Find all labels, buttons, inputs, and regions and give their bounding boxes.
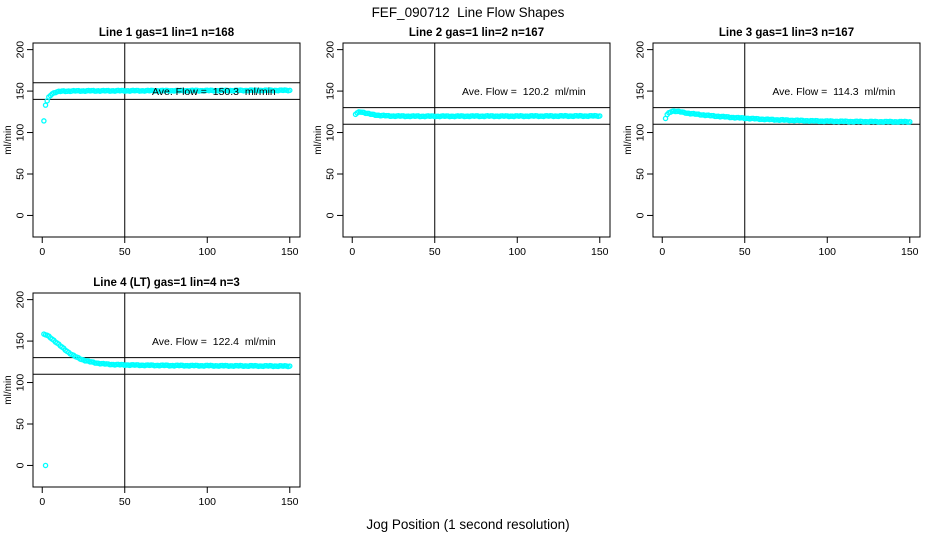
y-tick-label: 0	[14, 212, 26, 218]
data-point	[287, 87, 293, 94]
x-tick-label: 0	[39, 246, 45, 258]
x-tick-label: 0	[659, 246, 665, 258]
y-axis-label: ml/min	[623, 125, 634, 154]
plot-box	[32, 42, 301, 238]
x-tick-label: 50	[739, 246, 751, 258]
y-tick-label: 100	[14, 374, 26, 392]
x-tick-label: 100	[508, 246, 526, 258]
data-point	[287, 363, 293, 369]
panel-line-4: Line 4 (LT) gas=1 lin=4 n=3 0 50 100 150 0 50 1…	[3, 277, 301, 508]
y-tick-label: 150	[634, 82, 646, 100]
axes: 0 50 100 150 0 50 100 150 200 ml/min	[313, 41, 611, 258]
x-tick-label: 150	[901, 246, 919, 258]
y-tick-label: 150	[14, 332, 26, 350]
x-tick-label: 150	[281, 496, 299, 508]
ave-flow-annotation: Ave. Flow = 114.3 ml/min	[772, 86, 895, 98]
x-axis-label: Jog Position (1 second resolution)	[366, 517, 570, 532]
panel-title: Line 4 (LT) gas=1 lin=4 n=3	[93, 277, 239, 289]
figure-title: FEF_090712 Line Flow Shapes	[371, 5, 565, 20]
axes: 0 50 100 150 0 50 100 150 200 ml/min	[623, 41, 921, 258]
y-axis-label: ml/min	[3, 125, 14, 154]
axes: 0 50 100 150 0 50 100 150 200 ml/min	[3, 41, 301, 258]
x-tick-label: 100	[818, 246, 836, 258]
x-tick-label: 0	[349, 246, 355, 258]
outlier-point	[662, 115, 669, 122]
panel-title: Line 3 gas=1 lin=3 n=167	[719, 27, 854, 39]
panel-title: Line 1 gas=1 lin=1 n=168	[99, 27, 235, 39]
plot-box	[342, 42, 611, 238]
plot-box	[32, 292, 301, 488]
data-point	[597, 113, 603, 119]
y-axis-label: ml/min	[313, 125, 324, 154]
x-tick-label: 150	[281, 246, 299, 258]
plot-box	[652, 42, 921, 238]
panel-line-3: Line 3 gas=1 lin=3 n=167 0 50 100 150 0 50 100 1…	[623, 27, 921, 258]
y-tick-label: 100	[634, 124, 646, 142]
y-tick-label: 50	[324, 168, 336, 180]
panel-line-1: Line 1 gas=1 lin=1 n=168 0 50 100 150 0 50 100 1…	[3, 27, 301, 258]
y-tick-label: 0	[634, 212, 646, 218]
x-tick-label: 50	[119, 246, 131, 258]
data-points	[662, 108, 913, 125]
y-tick-label: 50	[14, 168, 26, 180]
ave-flow-annotation: Ave. Flow = 122.4 ml/min	[152, 336, 276, 348]
x-tick-label: 50	[119, 496, 131, 508]
y-tick-label: 0	[324, 212, 336, 218]
ave-flow-annotation: Ave. Flow = 150.3 ml/min	[152, 86, 276, 98]
y-tick-label: 100	[14, 124, 26, 142]
data-points	[41, 87, 293, 124]
y-tick-label: 50	[14, 418, 26, 430]
outlier-point	[42, 462, 49, 469]
data-points	[352, 109, 603, 120]
data-point	[907, 118, 913, 125]
panel-title: Line 2 gas=1 lin=2 n=167	[409, 27, 544, 39]
y-axis-label: ml/min	[3, 375, 14, 404]
y-tick-label: 150	[14, 82, 26, 100]
panel-line-2: Line 2 gas=1 lin=2 n=167 0 50 100 150 0 50 100 1…	[313, 27, 611, 258]
y-tick-label: 150	[324, 82, 336, 100]
x-tick-label: 150	[591, 246, 609, 258]
outlier-point	[41, 118, 47, 124]
x-tick-label: 50	[429, 246, 441, 258]
y-tick-label: 200	[14, 291, 26, 309]
y-tick-label: 200	[634, 41, 646, 59]
data-points	[41, 331, 293, 469]
y-tick-label: 100	[324, 124, 336, 142]
y-tick-label: 200	[324, 41, 336, 59]
x-tick-label: 100	[198, 246, 216, 258]
x-tick-label: 0	[39, 496, 45, 508]
outlier-point	[42, 102, 49, 108]
x-tick-label: 100	[198, 496, 216, 508]
y-tick-label: 200	[14, 41, 26, 59]
y-tick-label: 0	[14, 462, 26, 468]
y-tick-label: 50	[634, 168, 646, 180]
axes: 0 50 100 150 0 50 100 150 200 ml/min	[3, 291, 301, 508]
ave-flow-annotation: Ave. Flow = 120.2 ml/min	[462, 86, 586, 98]
